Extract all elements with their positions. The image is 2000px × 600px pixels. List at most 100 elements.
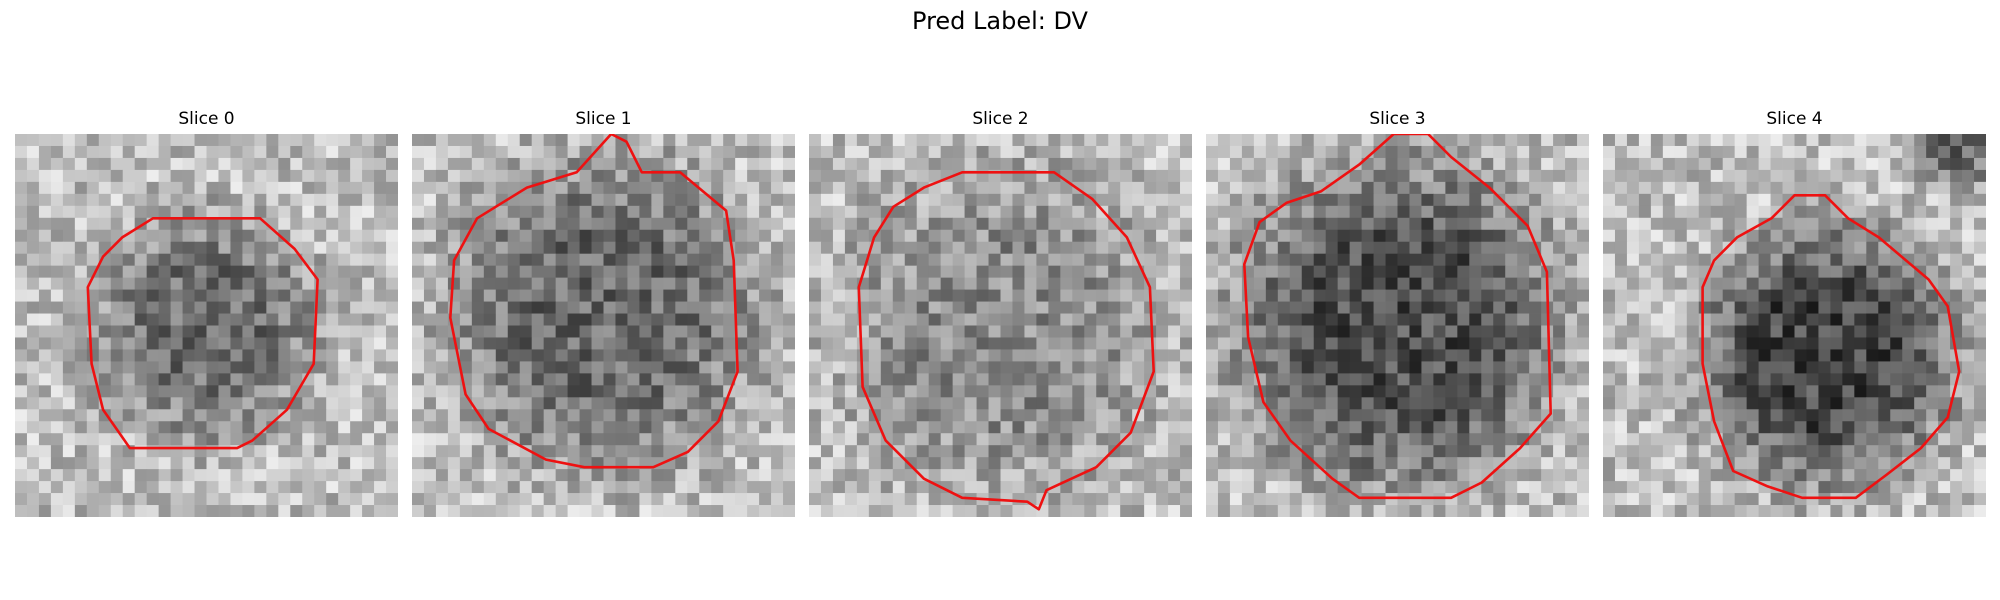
pixel <box>1650 445 1664 458</box>
pixel <box>1421 361 1434 374</box>
pixel <box>832 409 846 422</box>
pixel <box>1565 421 1578 434</box>
pixel <box>374 457 387 470</box>
pixel <box>1614 445 1628 458</box>
pixel <box>1024 241 1037 255</box>
pixel <box>194 134 207 147</box>
pixel <box>1770 457 1783 470</box>
pixel <box>1782 445 1795 458</box>
pixel <box>1024 157 1037 171</box>
pixel <box>26 145 40 159</box>
pixel <box>278 349 291 362</box>
pixel <box>278 409 291 422</box>
pixel <box>254 205 267 219</box>
pixel <box>1842 229 1855 243</box>
pixel <box>1217 181 1231 195</box>
segmentation-contour <box>857 170 1156 511</box>
pixel <box>1722 277 1736 290</box>
pixel <box>639 241 652 255</box>
pixel <box>1072 265 1085 279</box>
pixel <box>74 229 88 243</box>
pixel <box>1962 289 1975 302</box>
pixel <box>1253 337 1267 350</box>
pixel <box>579 134 592 147</box>
pixel <box>1842 385 1855 398</box>
pixel <box>146 481 160 494</box>
pixel <box>38 193 52 207</box>
pixel <box>1036 349 1049 362</box>
pixel <box>86 289 100 302</box>
pixel <box>928 457 942 470</box>
pixel <box>1421 313 1434 326</box>
pixel <box>182 169 195 183</box>
pixel <box>1012 181 1025 195</box>
pixel <box>1878 265 1891 279</box>
pixel <box>1614 193 1628 207</box>
pixel <box>1217 313 1231 326</box>
pixel <box>1686 145 1700 159</box>
pixel <box>98 241 112 255</box>
pixel <box>1349 445 1362 458</box>
pixel <box>1782 289 1795 302</box>
pixel <box>1794 373 1807 386</box>
pixel <box>1108 409 1121 422</box>
pixel <box>892 253 906 267</box>
pixel <box>158 433 171 446</box>
pixel <box>1060 289 1073 302</box>
pixel <box>627 205 640 219</box>
pixel <box>1493 409 1506 422</box>
pixel <box>1180 505 1192 517</box>
pixel <box>134 157 148 171</box>
pixel <box>783 193 795 207</box>
pixel <box>1603 385 1616 398</box>
pixel <box>386 469 398 482</box>
pixel <box>1603 157 1616 171</box>
pixel <box>1180 433 1192 446</box>
pixel <box>1108 241 1121 255</box>
pixel <box>856 433 870 446</box>
pixel <box>1926 253 1939 267</box>
pixel <box>1603 349 1616 362</box>
pixel <box>1337 265 1351 279</box>
pixel <box>1662 325 1676 338</box>
pixel <box>1385 505 1398 517</box>
pixel <box>1168 421 1181 434</box>
pixel <box>615 241 628 255</box>
pixel <box>844 457 858 470</box>
pixel <box>1217 301 1231 314</box>
pixel <box>1662 421 1676 434</box>
pixel <box>98 313 112 326</box>
pixel <box>1385 253 1398 267</box>
pixel <box>62 421 76 434</box>
pixel <box>50 445 64 458</box>
pixel <box>290 337 303 350</box>
pixel <box>1457 277 1470 290</box>
pixel <box>1638 169 1652 183</box>
pixel <box>820 217 834 231</box>
pixel <box>904 241 918 255</box>
pixel <box>1469 313 1482 326</box>
pixel <box>735 337 748 350</box>
pixel <box>302 481 315 494</box>
pixel <box>1361 421 1374 434</box>
pixel <box>1385 277 1398 290</box>
pixel <box>687 421 700 434</box>
pixel <box>170 205 183 219</box>
pixel <box>254 169 267 183</box>
pixel <box>759 134 772 147</box>
pixel <box>146 229 160 243</box>
pixel <box>1529 457 1542 470</box>
pixel <box>1361 493 1374 506</box>
pixel <box>1373 229 1386 243</box>
pixel <box>1084 337 1097 350</box>
pixel <box>254 325 267 338</box>
pixel <box>1373 169 1386 183</box>
pixel <box>567 193 580 207</box>
pixel <box>362 205 375 219</box>
pixel <box>1878 193 1891 207</box>
pixel <box>98 229 112 243</box>
pixel <box>1433 169 1446 183</box>
pixel <box>651 253 664 267</box>
pixel <box>868 445 882 458</box>
pixel <box>1180 205 1192 219</box>
